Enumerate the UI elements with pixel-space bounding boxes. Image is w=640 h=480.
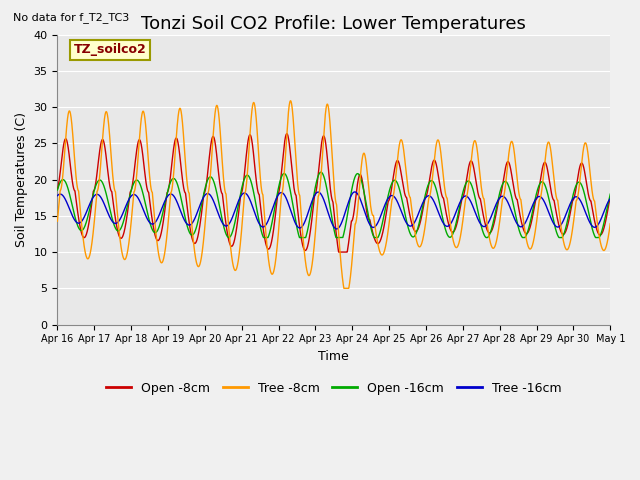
Title: Tonzi Soil CO2 Profile: Lower Temperatures: Tonzi Soil CO2 Profile: Lower Temperatur…: [141, 15, 526, 33]
Legend: Open -8cm, Tree -8cm, Open -16cm, Tree -16cm: Open -8cm, Tree -8cm, Open -16cm, Tree -…: [102, 376, 566, 399]
X-axis label: Time: Time: [319, 350, 349, 363]
Text: No data for f_T2_TC3: No data for f_T2_TC3: [13, 12, 129, 23]
Text: TZ_soilco2: TZ_soilco2: [74, 43, 147, 56]
Y-axis label: Soil Temperatures (C): Soil Temperatures (C): [15, 112, 28, 247]
